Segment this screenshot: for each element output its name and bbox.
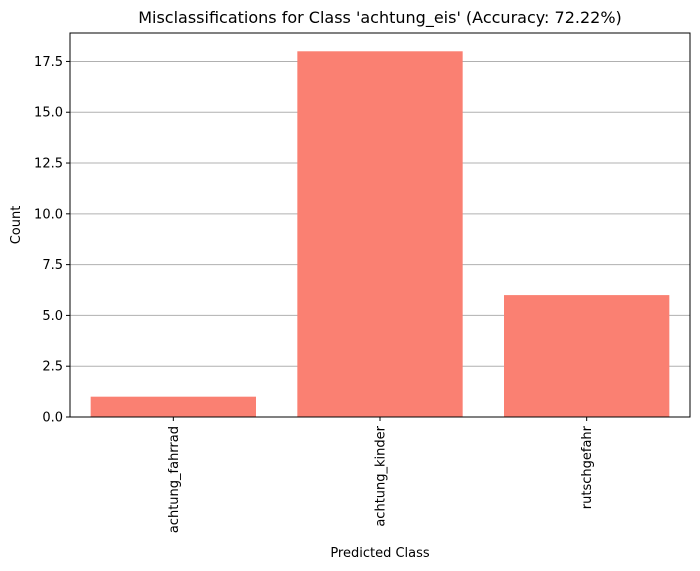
y-tick-label: 2.5 [42, 360, 63, 375]
y-tick-label: 7.5 [42, 258, 63, 273]
y-tick-label: 17.5 [34, 55, 63, 70]
y-tick-label: 15.0 [34, 106, 63, 121]
y-tick-label: 0.0 [42, 411, 63, 426]
x-tick-label: rutschgefahr [580, 425, 595, 509]
x-axis: achtung_fahrrad achtung_kinder rutschgefah… [167, 417, 595, 533]
y-tick-label: 10.0 [34, 207, 63, 222]
y-axis-label: Count [9, 206, 24, 245]
x-tick-label: achtung_fahrrad [167, 426, 182, 533]
x-tick-label: achtung_kinder [374, 425, 389, 526]
bar-rutschgefahr [504, 295, 670, 417]
bar-achtung_fahrrad [90, 396, 257, 417]
bar-achtung_kinder [297, 51, 463, 418]
y-tick-label: 5.0 [42, 309, 63, 324]
bar-layer [90, 51, 670, 418]
x-axis-label: Predicted Class [330, 546, 430, 561]
y-tick-label: 12.5 [34, 157, 63, 172]
y-axis: 0.0 2.5 5.0 7.5 10.0 12.5 15.0 17.5 [34, 55, 70, 426]
chart-title: Misclassifications for Class 'achtung_ei… [138, 8, 622, 28]
